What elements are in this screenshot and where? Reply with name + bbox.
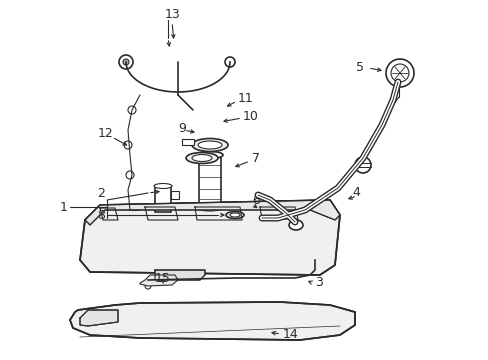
Ellipse shape xyxy=(197,152,223,158)
Text: 13: 13 xyxy=(164,8,181,21)
Ellipse shape xyxy=(127,206,142,211)
Text: 7: 7 xyxy=(251,152,260,165)
Ellipse shape xyxy=(196,203,224,211)
Text: 6: 6 xyxy=(251,194,259,207)
Text: 3: 3 xyxy=(314,275,322,288)
Circle shape xyxy=(385,59,413,87)
Circle shape xyxy=(390,64,408,82)
Polygon shape xyxy=(70,302,354,340)
Text: 8: 8 xyxy=(97,208,105,221)
Circle shape xyxy=(124,141,132,149)
Polygon shape xyxy=(85,200,339,225)
Text: 2: 2 xyxy=(97,186,104,199)
Ellipse shape xyxy=(229,213,240,217)
Polygon shape xyxy=(80,310,118,326)
Bar xyxy=(182,139,194,145)
Bar xyxy=(171,191,179,199)
Ellipse shape xyxy=(154,184,172,189)
Text: 4: 4 xyxy=(351,185,359,198)
Text: 5: 5 xyxy=(355,60,363,73)
Circle shape xyxy=(145,283,151,289)
Text: 11: 11 xyxy=(238,91,253,104)
Circle shape xyxy=(354,157,370,173)
Circle shape xyxy=(123,59,129,65)
Circle shape xyxy=(128,106,136,114)
Text: 15: 15 xyxy=(155,273,170,285)
Ellipse shape xyxy=(225,212,244,219)
Circle shape xyxy=(126,171,134,179)
Polygon shape xyxy=(80,200,339,275)
Text: 9: 9 xyxy=(178,122,185,135)
Ellipse shape xyxy=(185,153,218,163)
Text: 12: 12 xyxy=(98,126,114,140)
Text: 1: 1 xyxy=(60,201,68,213)
Polygon shape xyxy=(155,270,204,280)
Ellipse shape xyxy=(192,154,212,162)
Bar xyxy=(155,186,171,212)
Text: 14: 14 xyxy=(283,328,298,341)
Circle shape xyxy=(224,57,235,67)
Ellipse shape xyxy=(288,220,303,230)
Polygon shape xyxy=(140,275,178,286)
Text: 10: 10 xyxy=(243,109,258,122)
Circle shape xyxy=(119,55,133,69)
Bar xyxy=(199,155,221,207)
Ellipse shape xyxy=(201,204,219,210)
Ellipse shape xyxy=(198,141,222,149)
Ellipse shape xyxy=(192,139,227,152)
